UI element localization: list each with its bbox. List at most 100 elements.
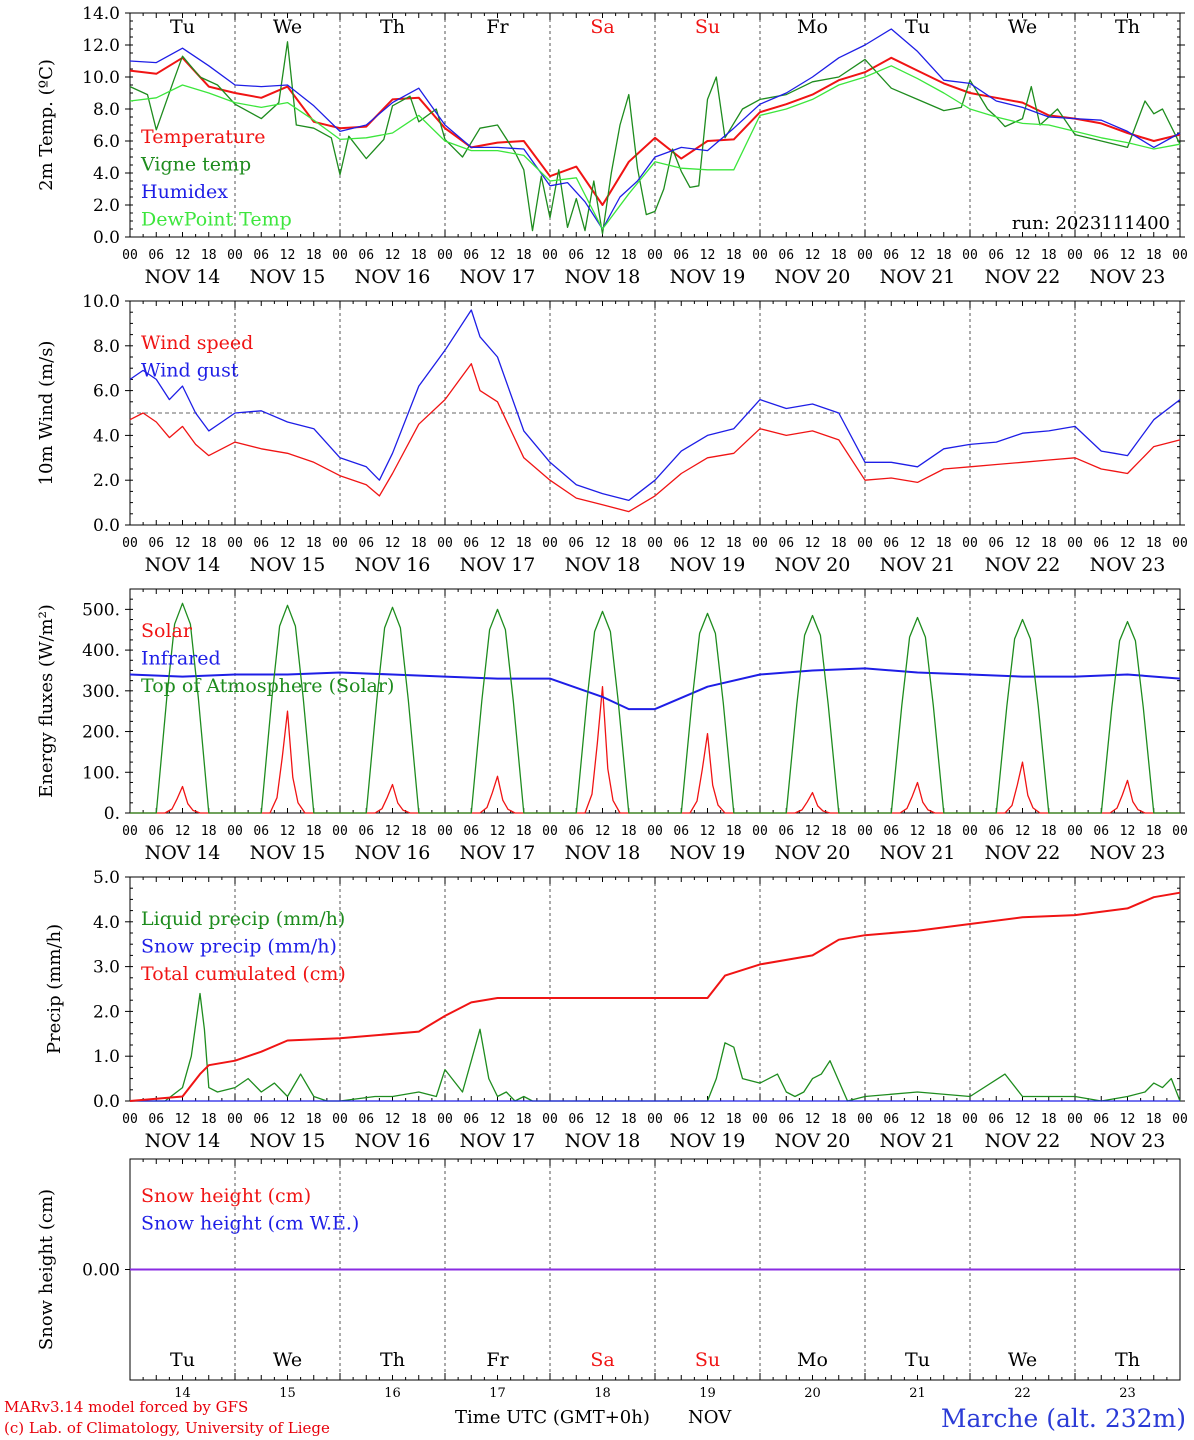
x-hour-label: 12: [700, 1112, 716, 1127]
x-hour-label: 00: [962, 1112, 978, 1127]
x-date-label: NOV 23: [1090, 266, 1166, 288]
x-date-label: NOV 14: [145, 554, 221, 576]
x-hour-label: 12: [280, 824, 296, 839]
x-hour-label: 12: [910, 1112, 926, 1127]
x-hour-label: 06: [148, 248, 164, 263]
x-hour-label: 06: [988, 536, 1004, 551]
x-hour-label: 00: [437, 536, 453, 551]
panel-frame: [129, 588, 1181, 814]
x-hour-label: 12: [1015, 1112, 1031, 1127]
x-hour-label: 00: [437, 824, 453, 839]
y-axis-title: Energy fluxes (W/m²): [36, 604, 57, 798]
x-hour-label: 00: [752, 1112, 768, 1127]
y-tick-label: 4.0: [93, 164, 120, 184]
legend-entry: Solar: [141, 620, 193, 642]
y-tick-label: 4.0: [93, 913, 120, 933]
x-hour-label: 18: [1041, 536, 1057, 551]
x-hour-label: 06: [568, 248, 584, 263]
x-hour-label: 00: [647, 536, 663, 551]
x-hour-label: 18: [411, 536, 427, 551]
x-hour-label: 12: [805, 1112, 821, 1127]
day-name-label: Tu: [905, 16, 930, 38]
x-hour-label: 00: [752, 824, 768, 839]
x-date-label: NOV 20: [775, 1130, 851, 1152]
x-hour-label: 06: [673, 248, 689, 263]
x-hour-label: 12: [595, 824, 611, 839]
x-hour-label: 12: [175, 536, 191, 551]
y-tick-label: 12.0: [82, 36, 120, 56]
x-date-label: NOV 16: [355, 1130, 431, 1152]
x-hour-label: 18: [411, 1112, 427, 1127]
y-tick-label: 400.: [82, 641, 120, 661]
day-name-label: Mo: [797, 1349, 828, 1371]
x-hour-label: 12: [1015, 248, 1031, 263]
y-axis-title: Snow height (cm): [36, 1189, 57, 1350]
x-hour-label: 00: [542, 536, 558, 551]
x-hour-label: 12: [385, 248, 401, 263]
x-date-label: NOV 14: [145, 1130, 221, 1152]
x-date-label: NOV 18: [565, 554, 641, 576]
x-hour-label: 18: [621, 824, 637, 839]
day-name-label: We: [273, 1349, 302, 1371]
x-hour-label: 12: [910, 248, 926, 263]
x-hour-label: 18: [621, 248, 637, 263]
x-date-label: NOV 15: [250, 266, 326, 288]
x-hour-label: 00: [752, 536, 768, 551]
x-hour-label: 12: [910, 824, 926, 839]
x-date-label: NOV 15: [250, 554, 326, 576]
x-date-label: NOV 21: [880, 1130, 956, 1152]
day-number-label: 19: [699, 1386, 716, 1401]
x-hour-label: 18: [516, 536, 532, 551]
day-name-label: Tu: [170, 16, 195, 38]
y-tick-label: 300.: [82, 682, 120, 702]
x-hour-label: 00: [122, 248, 138, 263]
x-hour-label: 00: [227, 248, 243, 263]
x-date-label: NOV 22: [985, 266, 1061, 288]
x-hour-label: 12: [1120, 248, 1136, 263]
lab-credit: (c) Lab. of Climatology, University of L…: [4, 1419, 330, 1437]
x-hour-label: 18: [1146, 248, 1162, 263]
series-line-temperature: [129, 56, 1181, 206]
station-title: Marche (alt. 232m): [940, 1404, 1186, 1433]
x-hour-label: 00: [437, 248, 453, 263]
x-hour-label: 06: [988, 1112, 1004, 1127]
x-hour-label: 18: [1041, 1112, 1057, 1127]
x-hour-label: 00: [1067, 1112, 1083, 1127]
x-hour-label: 06: [778, 248, 794, 263]
x-hour-label: 06: [568, 1112, 584, 1127]
x-date-label: NOV 23: [1090, 554, 1166, 576]
x-date-label: NOV 22: [985, 842, 1061, 864]
x-hour-label: 00: [647, 1112, 663, 1127]
x-hour-label: 18: [726, 248, 742, 263]
x-hour-label: 06: [463, 1112, 479, 1127]
x-hour-label: 12: [700, 248, 716, 263]
x-hour-label: 00: [227, 536, 243, 551]
x-hour-label: 06: [463, 536, 479, 551]
legend-entry: Wind speed: [141, 332, 253, 354]
day-name-label: We: [1008, 16, 1037, 38]
legend-entry: Humidex: [141, 181, 228, 203]
x-date-label: NOV 18: [565, 842, 641, 864]
x-hour-label: 06: [1093, 536, 1109, 551]
x-hour-label: 18: [621, 536, 637, 551]
legend-entry: Total cumulated (cm): [141, 963, 346, 985]
day-number-label: 17: [489, 1386, 506, 1401]
day-number-label: 14: [174, 1386, 191, 1401]
x-hour-label: 18: [516, 824, 532, 839]
x-date-label: NOV 14: [145, 842, 221, 864]
day-number-label: 22: [1014, 1386, 1031, 1401]
x-hour-label: 12: [280, 536, 296, 551]
x-date-label: NOV 23: [1090, 842, 1166, 864]
x-hour-label: 12: [175, 248, 191, 263]
x-date-label: NOV 23: [1090, 1130, 1166, 1152]
x-hour-label: 06: [883, 248, 899, 263]
x-date-label: NOV 14: [145, 266, 221, 288]
day-name-label: Mo: [797, 16, 828, 38]
day-name-label: Tu: [905, 1349, 930, 1371]
x-hour-label: 06: [1093, 824, 1109, 839]
x-hour-label: 18: [831, 536, 847, 551]
x-hour-label: 12: [910, 536, 926, 551]
x-hour-label: 06: [253, 1112, 269, 1127]
run-label: run: 2023111400: [1012, 213, 1170, 234]
y-tick-label: 1.0: [93, 1047, 120, 1067]
